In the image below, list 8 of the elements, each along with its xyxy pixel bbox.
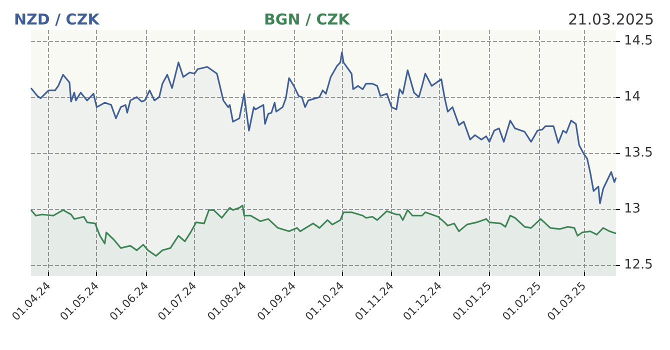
text: 21.03.2025 <box>568 10 654 28</box>
y-tick-label: 14 <box>624 90 641 105</box>
text: NZD / CZK <box>14 10 101 28</box>
y-tick-label: 12.5 <box>624 257 653 272</box>
y-tick-label: 13 <box>624 201 641 216</box>
text: BGN / CZK <box>264 10 352 28</box>
y-tick-label: 13.5 <box>624 146 653 160</box>
y-tick-label: 14.5 <box>624 34 653 49</box>
